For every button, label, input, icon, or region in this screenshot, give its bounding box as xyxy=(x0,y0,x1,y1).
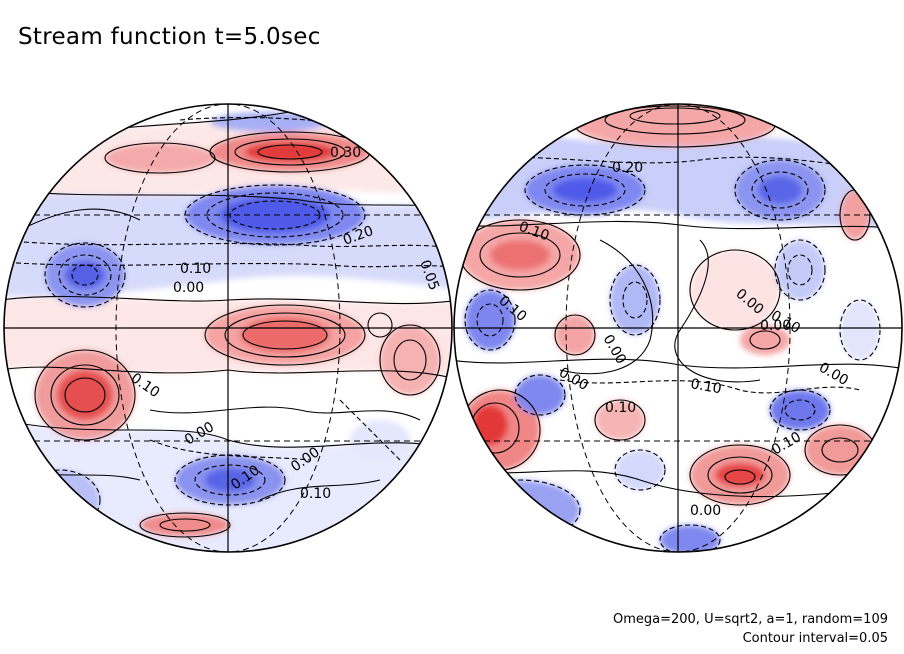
contour-label: 0.10 xyxy=(180,261,211,277)
contour-label: 0.10 xyxy=(300,486,331,502)
contour-label: 0.10 xyxy=(605,400,636,416)
left-hemisphere: 0.30 0.20 0.10 0.00 0.05 0.10 0.00 0.10 … xyxy=(3,103,453,553)
plot-title: Stream function t=5.0sec xyxy=(18,24,321,50)
left-field xyxy=(4,104,452,552)
contour-label: 0.00 xyxy=(173,280,204,296)
contour-label: 0.10 xyxy=(689,376,722,397)
right-hemisphere: 0.20 0.10 0.10 0.00 0.00 0.10 0.00 0.10 … xyxy=(453,103,903,553)
contour-label: 0.20 xyxy=(612,160,643,176)
right-hemisphere-outline xyxy=(453,103,903,553)
contour-label: 0.30 xyxy=(330,145,361,161)
footer-contour-interval: Contour interval=0.05 xyxy=(742,631,888,646)
contour-label: 0.00 xyxy=(760,318,791,334)
footer-params: Omega=200, U=sqrt2, a=1, random=109 xyxy=(612,612,888,627)
left-hemisphere-outline xyxy=(3,103,453,553)
contour-label: 0.00 xyxy=(690,503,721,519)
right-field xyxy=(454,104,902,552)
